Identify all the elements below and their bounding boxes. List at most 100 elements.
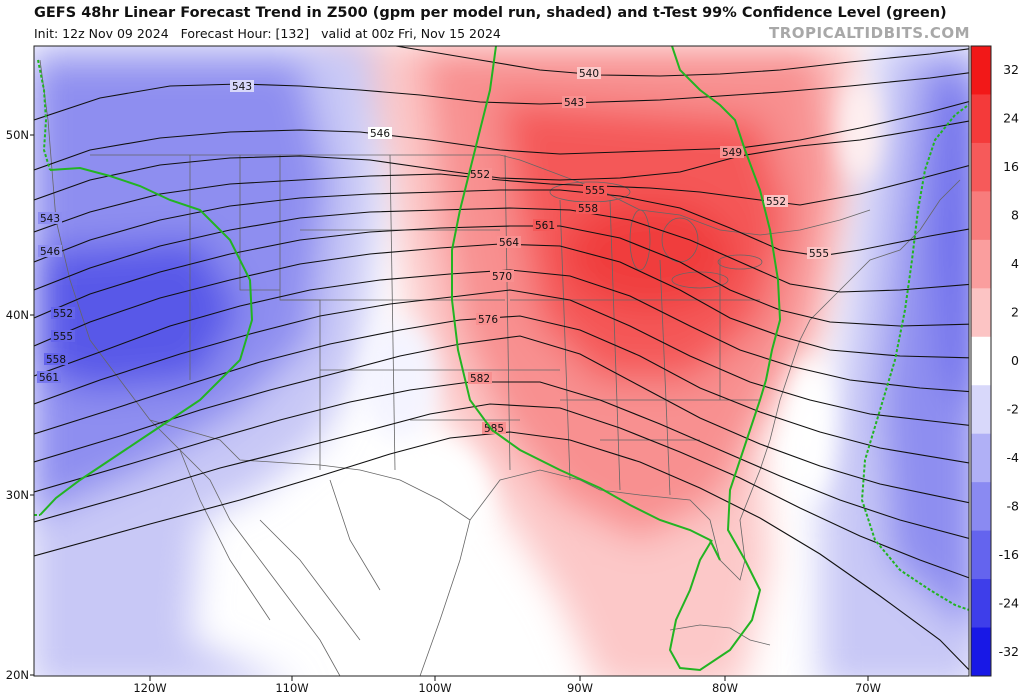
- colorbar-swatch: [971, 579, 991, 629]
- map-frame: [33, 45, 970, 677]
- contour-label-549: 549: [720, 146, 744, 159]
- contour-label-552: 552: [468, 168, 492, 181]
- svg-text:558: 558: [578, 203, 598, 215]
- svg-text:552: 552: [53, 308, 73, 320]
- colorbar-swatch: [971, 46, 991, 95]
- svg-text:558: 558: [46, 354, 66, 366]
- svg-text:582: 582: [470, 373, 490, 385]
- svg-text:543: 543: [232, 81, 252, 93]
- us-mexico-border: [149, 419, 471, 521]
- map-subtitle: Init: 12z Nov 09 2024 Forecast Hour: [13…: [34, 26, 501, 41]
- contour-573: [34, 315, 969, 464]
- svg-text:543: 543: [40, 213, 60, 225]
- confidence-line-east: [860, 103, 969, 611]
- svg-text:561: 561: [39, 372, 59, 384]
- contour-label-west-543: 543: [38, 212, 62, 225]
- colorbar-label: -24: [999, 595, 1019, 610]
- confidence-line-center-west: [451, 46, 721, 561]
- contour-label-561: 561: [533, 219, 557, 232]
- gulf-coastline: [419, 179, 961, 676]
- contour-579: [34, 381, 969, 539]
- contour-label-west-546: 546: [38, 245, 62, 258]
- colorbar-swatch: [971, 482, 991, 532]
- colorbar-label: 4: [1011, 256, 1019, 271]
- svg-text:555: 555: [53, 331, 73, 343]
- contour-label-543-top: 543: [230, 80, 254, 93]
- contour-label-546: 546: [368, 127, 392, 140]
- confidence-line-center-east: [668, 46, 782, 672]
- colorbar-swatch: [971, 336, 991, 386]
- confidence-line-west-edge: [37, 59, 51, 171]
- contour-label-540: 540: [577, 67, 601, 80]
- us-canada-border: [90, 154, 871, 236]
- trend-shading: [34, 46, 969, 676]
- colorbar-swatch: [971, 385, 991, 435]
- lat-label-50n: 50N: [6, 128, 29, 142]
- svg-text:543: 543: [564, 97, 584, 109]
- contour-label-564: 564: [497, 236, 521, 249]
- contour-label-576: 576: [476, 313, 500, 326]
- contour-564: [34, 243, 969, 359]
- baja-peninsula: [179, 449, 271, 621]
- colorbar-label: 16: [1003, 159, 1019, 174]
- contour-552: [34, 165, 969, 233]
- contour-558: [34, 207, 969, 293]
- svg-text:564: 564: [499, 237, 519, 249]
- contour-label-558: 558: [576, 202, 600, 215]
- svg-text:552: 552: [470, 169, 490, 181]
- map-title: GEFS 48hr Linear Forecast Trend in Z500 …: [34, 5, 947, 21]
- lat-label-40n: 40N: [6, 308, 29, 322]
- colorbar-label: -4: [1007, 450, 1020, 465]
- svg-text:576: 576: [478, 314, 498, 326]
- svg-text:552: 552: [766, 196, 786, 208]
- colorbar-swatch: [971, 530, 991, 580]
- contour-label-585: 585: [482, 422, 506, 435]
- contour-label-east-555: 555: [807, 247, 831, 260]
- contour-567: [34, 269, 969, 393]
- colorbar: 32 24 16 8 4 2 0 -2 -4 -8 -16 -24 -32: [970, 45, 1020, 677]
- svg-text:549: 549: [722, 147, 742, 159]
- lon-label-120w: 120W: [133, 681, 166, 695]
- svg-text:570: 570: [492, 271, 512, 283]
- contour-label-west-552: 552: [51, 307, 75, 320]
- svg-text:546: 546: [370, 128, 390, 140]
- contour-546: [34, 101, 969, 171]
- confidence-contours: [34, 46, 969, 672]
- contour-576: [34, 335, 969, 504]
- init-time: Init: 12z Nov 09 2024: [34, 26, 169, 41]
- contour-labels: 540 543 543 546 549 552 555 558 561 564 …: [37, 67, 831, 435]
- svg-text:561: 561: [535, 220, 555, 232]
- contour-label-west-555: 555: [51, 330, 75, 343]
- colorbar-label: 0: [1011, 353, 1019, 368]
- contour-555: [34, 189, 969, 263]
- colorbar-label: 24: [1003, 111, 1019, 126]
- contour-585: [34, 431, 969, 671]
- lat-label-20n: 20N: [6, 668, 29, 682]
- colorbar-frame: [970, 45, 992, 677]
- contour-label-582: 582: [468, 372, 492, 385]
- contour-label-east-552: 552: [764, 195, 788, 208]
- longitude-axis: 120W 110W 100W 90W 80W 70W: [133, 676, 881, 695]
- contour-label-555: 555: [583, 184, 607, 197]
- forecast-hour: Forecast Hour: [132]: [180, 26, 310, 41]
- contour-549: [34, 120, 969, 201]
- valid-time: valid at 00z Fri, Nov 15 2024: [321, 26, 501, 41]
- colorbar-swatch: [971, 288, 991, 338]
- svg-text:555: 555: [585, 185, 605, 197]
- confidence-line-west-loop: [39, 166, 254, 516]
- lon-label-80w: 80W: [712, 681, 738, 695]
- svg-text:555: 555: [809, 248, 829, 260]
- colorbar-label: -16: [999, 547, 1019, 562]
- contour-label-west-561: 561: [37, 371, 61, 384]
- colorbar-swatch: [971, 433, 991, 483]
- contour-582: [34, 403, 969, 579]
- colorbar-label: 2: [1011, 305, 1019, 320]
- colorbar-label: 8: [1011, 208, 1019, 223]
- contour-540: [392, 46, 969, 77]
- lon-label-70w: 70W: [855, 681, 881, 695]
- colorbar-swatch: [971, 627, 991, 677]
- contour-label-570: 570: [490, 270, 514, 283]
- colorbar-swatch: [971, 239, 991, 289]
- colorbar-swatch: [971, 142, 991, 192]
